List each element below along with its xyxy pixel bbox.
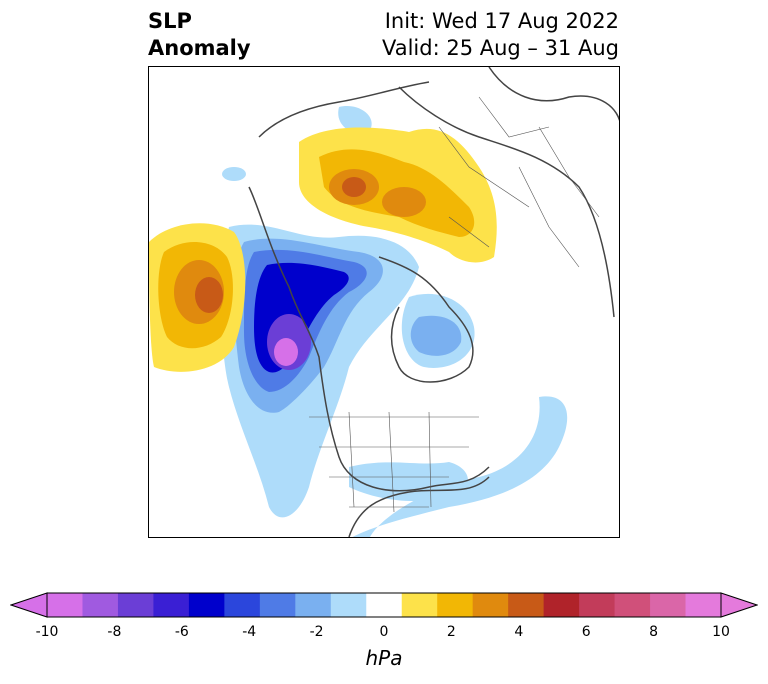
anomaly-pos-pacific — [149, 223, 246, 372]
colorbar-cell — [614, 593, 651, 617]
colorbar-cell — [224, 593, 261, 617]
title-line-2: Anomaly — [148, 36, 251, 60]
colorbar-cell — [543, 593, 580, 617]
colorbar-tick-label: -4 — [242, 624, 257, 640]
colorbar-cell — [117, 593, 154, 617]
colorbar-cell — [650, 593, 687, 617]
political-borders — [309, 96, 600, 513]
init-date: Init: Wed 17 Aug 2022 — [384, 9, 619, 33]
colorbar-cell — [188, 593, 225, 617]
colorbar-cell — [47, 593, 83, 617]
forecast-dates: Init: Wed 17 Aug 2022 Valid: 25 Aug – 31… — [382, 8, 619, 62]
colorbar-cell — [401, 593, 438, 617]
colorbar-extend-min — [10, 592, 48, 618]
colorbar-tick-label: -2 — [309, 624, 324, 640]
colorbar-tick-label: -10 — [35, 624, 59, 640]
colorbar — [10, 592, 758, 618]
colorbar-cell — [437, 593, 474, 617]
colorbar-cell — [685, 593, 722, 617]
colorbar-cell — [295, 593, 332, 617]
map-title: SLP Anomaly — [148, 8, 251, 62]
colorbar-tick-label: -6 — [174, 624, 189, 640]
colorbar-cell — [579, 593, 616, 617]
valid-date: Valid: 25 Aug – 31 Aug — [381, 36, 619, 60]
anomaly-pos-eurasia — [299, 127, 497, 263]
colorbar-tick-label: 6 — [581, 624, 591, 640]
slp-anomaly-map — [148, 66, 620, 538]
colorbar-cell — [472, 593, 509, 617]
map-canvas — [149, 67, 619, 537]
colorbar-tick-label: -8 — [107, 624, 122, 640]
colorbar-cell — [153, 593, 190, 617]
title-line-1: SLP — [148, 9, 192, 33]
colorbar-tick-label: 8 — [649, 624, 659, 640]
coastlines — [248, 67, 619, 537]
colorbar-tick-label: 4 — [514, 624, 524, 640]
colorbar-unit-label: hPa — [365, 646, 403, 670]
colorbar-tick-label: 0 — [379, 624, 389, 640]
colorbar-cell — [366, 593, 403, 617]
colorbar-cell — [82, 593, 119, 617]
colorbar-extend-max — [720, 592, 758, 618]
anomaly-neg-core — [274, 338, 298, 366]
colorbar-cell — [508, 593, 545, 617]
colorbar-cell — [259, 593, 296, 617]
colorbar-cell — [330, 593, 367, 617]
colorbar-tick-label: 10 — [712, 624, 730, 640]
colorbar-tick-label: 2 — [446, 624, 456, 640]
